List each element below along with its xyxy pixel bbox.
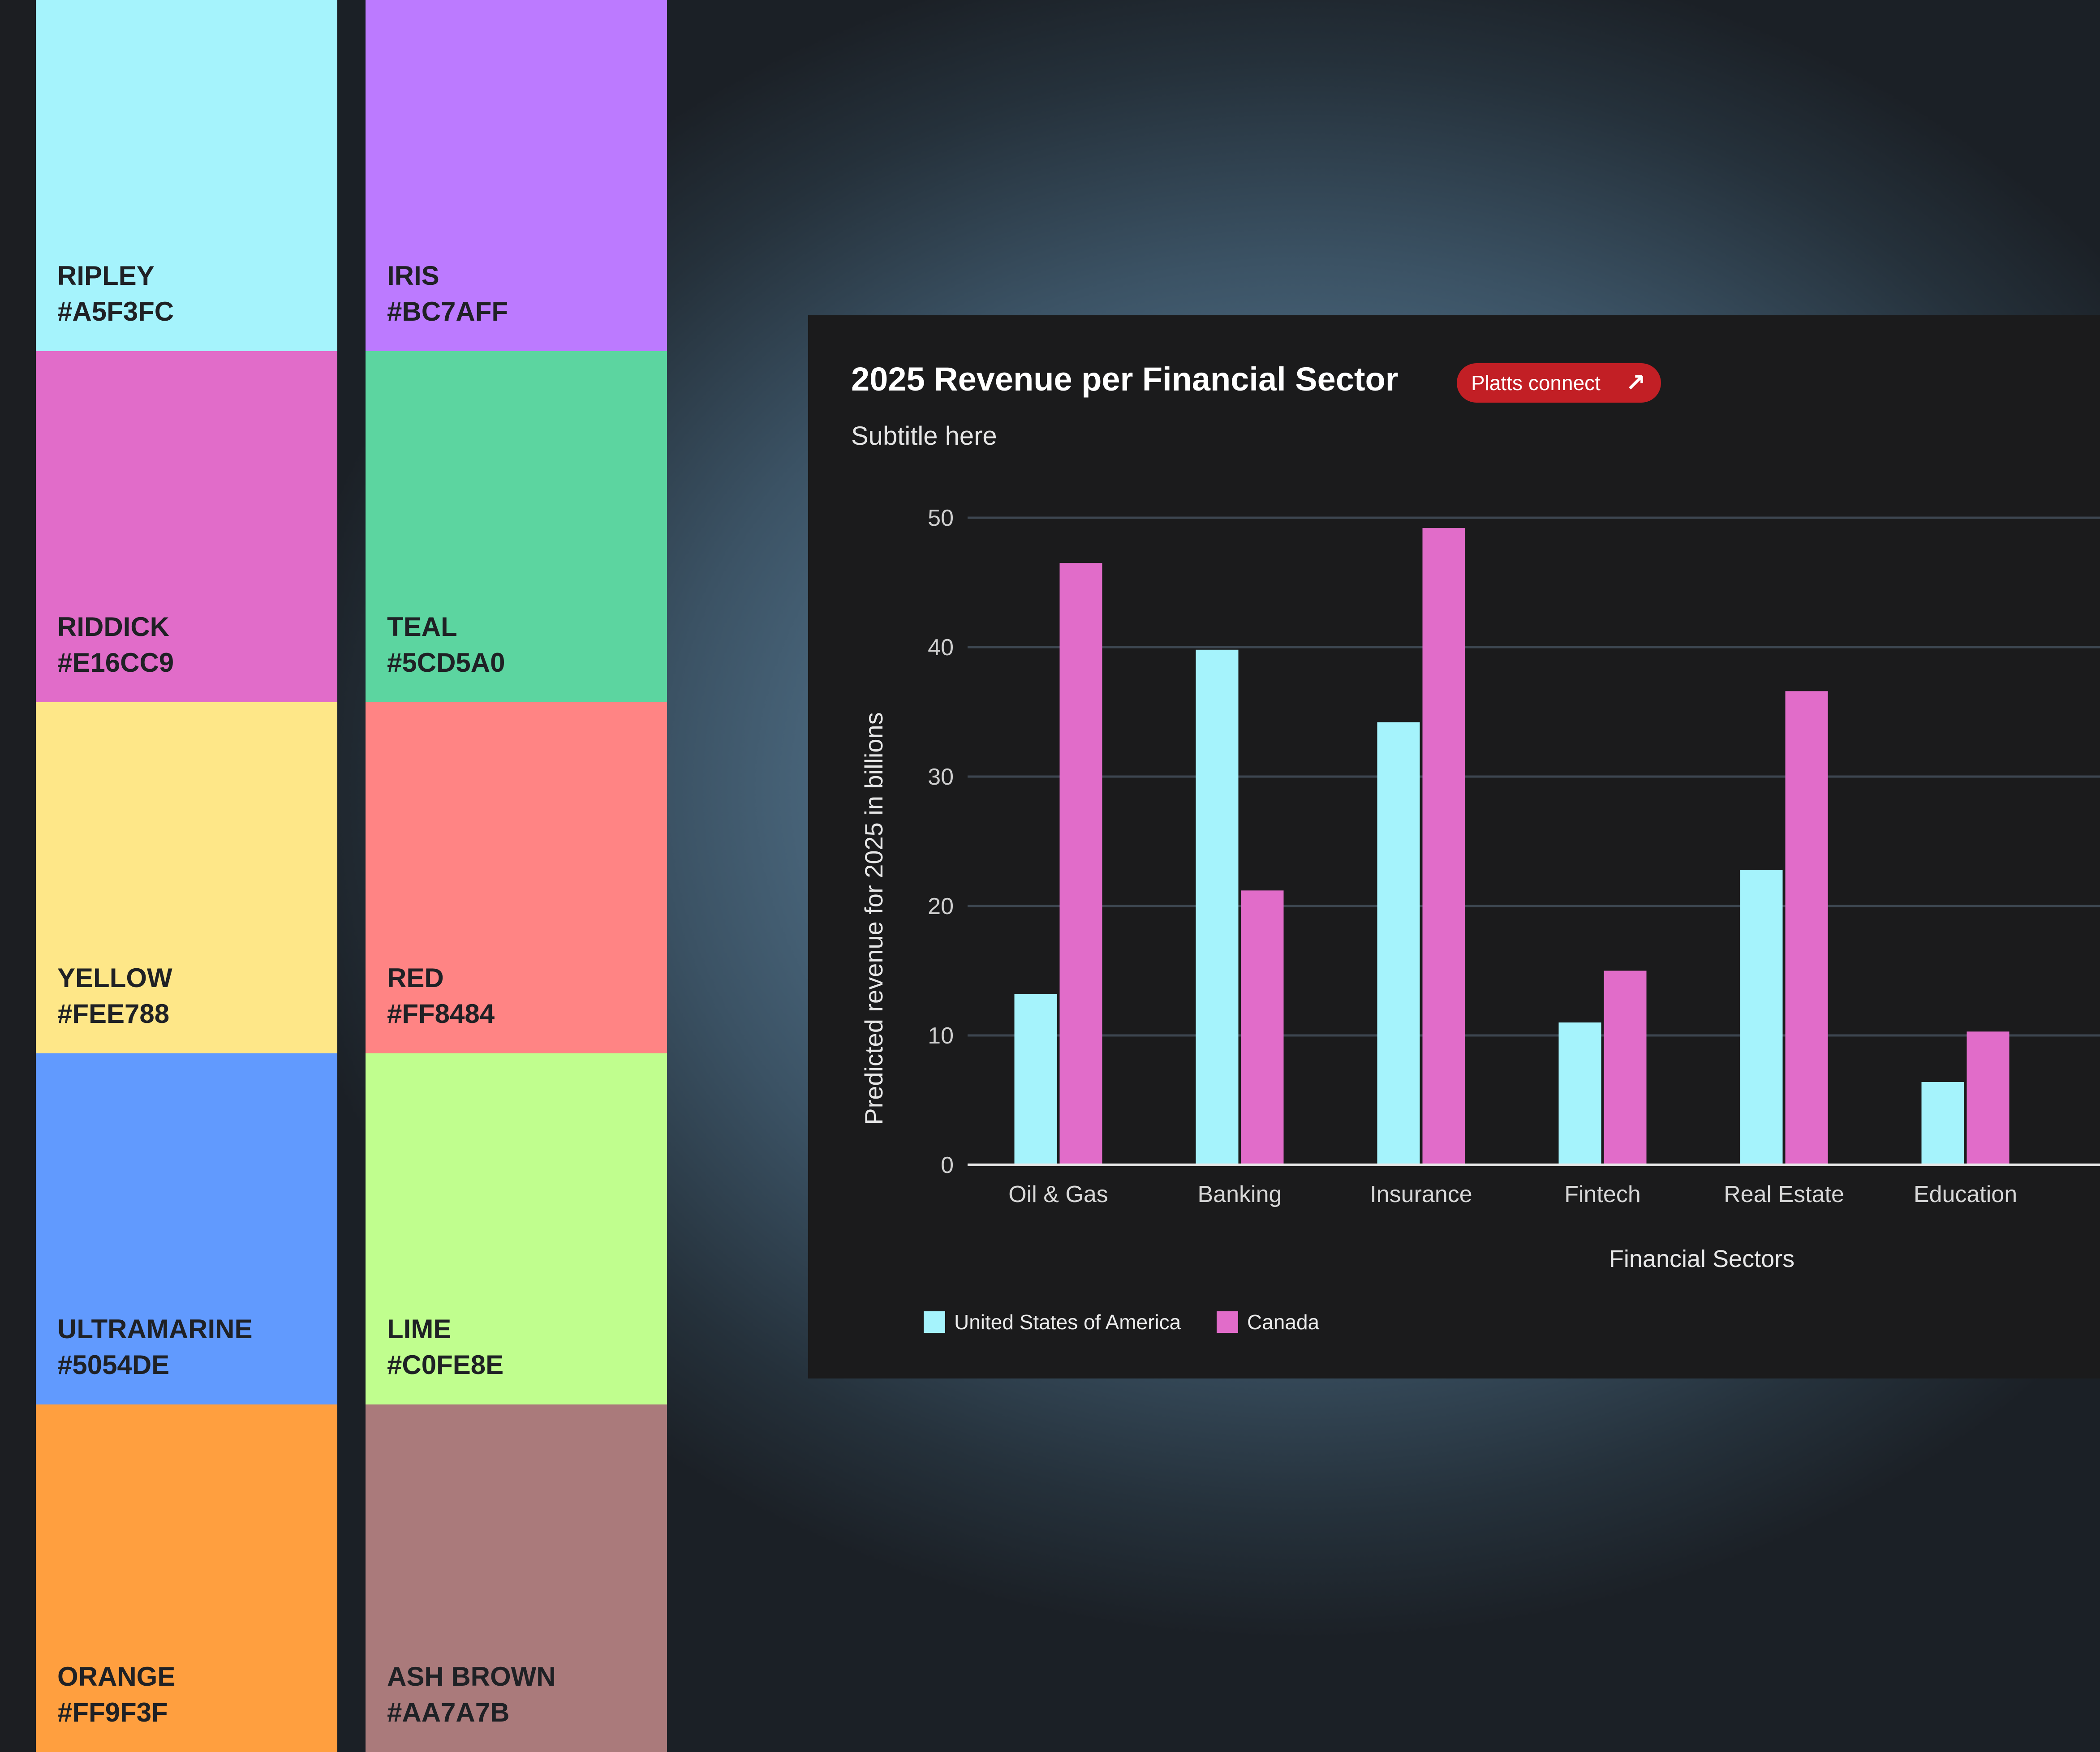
platts-connect-button[interactable]: Platts connect ↗ — [1457, 363, 1661, 403]
x-tick-label: Fintech — [1564, 1181, 1641, 1207]
swatch-hex: #A5F3FC — [57, 296, 174, 326]
platts-connect-label: Platts connect — [1471, 371, 1601, 395]
x-tick-label: Real Estate — [1724, 1181, 1844, 1207]
swatch-name: RIDDICK — [57, 612, 169, 642]
bar-usa-banking — [1196, 649, 1239, 1165]
y-tick-label: 50 — [928, 505, 954, 531]
swatch-ripley: RIPLEY #A5F3FC — [36, 0, 337, 351]
swatch-name: ULTRAMARINE — [57, 1314, 253, 1344]
y-tick-label: 0 — [941, 1152, 954, 1178]
x-axis-title: Financial Sectors — [1609, 1245, 1794, 1272]
swatch-iris: IRIS #BC7AFF — [366, 0, 667, 351]
external-link-arrow-icon: ↗ — [1625, 369, 1646, 396]
bar-usa-fintech — [1558, 1022, 1601, 1165]
bar-canada-fintech — [1604, 970, 1647, 1165]
y-tick-label: 20 — [928, 893, 954, 919]
x-tick-label: Banking — [1198, 1181, 1282, 1207]
swatch-ultramarine: ULTRAMARINE #5054DE — [36, 1053, 337, 1404]
swatch-label: RED #FF8484 — [387, 960, 495, 1032]
swatch-name: ASH BROWN — [387, 1662, 556, 1692]
bar-canada-education — [1967, 1031, 2010, 1165]
swatch-hex: #BC7AFF — [387, 296, 508, 326]
legend-label-canada: Canada — [1247, 1310, 1320, 1334]
chart-card: 2025 Revenue per Financial Sector Platts… — [808, 315, 2100, 1378]
bar-usa-real-estate — [1740, 870, 1783, 1165]
bar-canada-oil-gas — [1059, 563, 1102, 1165]
legend-item-usa: United States of America — [924, 1310, 1181, 1334]
bar-usa-oil-gas — [1014, 994, 1057, 1165]
swatch-hex: #AA7A7B — [387, 1697, 510, 1727]
swatch-name: IRIS — [387, 261, 439, 291]
swatch-lime: LIME #C0FE8E — [366, 1053, 667, 1404]
palette-column-right: IRIS #BC7AFF TEAL #5CD5A0 RED #FF8484 LIME #C0F… — [366, 0, 667, 1752]
swatch-orange: ORANGE #FF9F3F — [36, 1404, 337, 1752]
legend-item-canada: Canada — [1217, 1310, 1320, 1334]
legend-swatch-usa — [924, 1311, 945, 1333]
swatch-hex: #5CD5A0 — [387, 648, 505, 678]
bar-chart: 0 10 20 30 40 50 Oil & Gas Banking Insurance Fint… — [860, 505, 2100, 1272]
swatch-label: RIDDICK #E16CC9 — [57, 609, 174, 681]
swatch-name: TEAL — [387, 612, 457, 642]
swatch-hex: #FEE788 — [57, 999, 170, 1029]
swatch-label: IRIS #BC7AFF — [387, 258, 508, 330]
bar-canada-insurance — [1422, 528, 1465, 1165]
swatch-hex: #E16CC9 — [57, 648, 174, 678]
swatch-name: RIPLEY — [57, 261, 155, 291]
bar-canada-banking — [1241, 890, 1284, 1165]
x-tick-label: Education — [1914, 1181, 2017, 1207]
swatch-label: RIPLEY #A5F3FC — [57, 258, 174, 330]
swatch-riddick: RIDDICK #E16CC9 — [36, 351, 337, 702]
bar-usa-education — [1921, 1082, 1964, 1165]
swatch-label: ORANGE #FF9F3F — [57, 1659, 175, 1731]
y-tick-label: 30 — [928, 764, 954, 790]
swatch-label: LIME #C0FE8E — [387, 1311, 503, 1383]
legend-swatch-canada — [1217, 1311, 1238, 1333]
swatch-hex: #5054DE — [57, 1350, 170, 1380]
swatch-hex: #FF9F3F — [57, 1697, 168, 1727]
bar-canada-real-estate — [1785, 691, 1828, 1165]
bar-usa-insurance — [1377, 722, 1420, 1165]
y-tick-label: 40 — [928, 635, 954, 661]
left-edge-strip — [0, 0, 36, 1752]
swatch-name: ORANGE — [57, 1662, 176, 1692]
swatch-red: RED #FF8484 — [366, 702, 667, 1053]
chart-title: 2025 Revenue per Financial Sector — [851, 361, 1399, 398]
swatch-teal: TEAL #5CD5A0 — [366, 351, 667, 702]
swatch-yellow: YELLOW #FEE788 — [36, 702, 337, 1053]
swatch-hex: #C0FE8E — [387, 1350, 504, 1380]
chart-subtitle: Subtitle here — [851, 421, 997, 451]
swatch-name: YELLOW — [57, 963, 172, 993]
swatch-label: YELLOW #FEE788 — [57, 960, 172, 1032]
swatch-label: TEAL #5CD5A0 — [387, 609, 505, 681]
swatch-hex: #FF8484 — [387, 999, 495, 1029]
x-tick-label: Insurance — [1370, 1181, 1472, 1207]
swatch-name: RED — [387, 963, 444, 993]
x-tick-label: Oil & Gas — [1008, 1181, 1108, 1207]
swatch-name: LIME — [387, 1314, 452, 1344]
swatch-ash-brown: ASH BROWN #AA7A7B — [366, 1404, 667, 1752]
swatch-label: ASH BROWN #AA7A7B — [387, 1659, 556, 1731]
legend-label-usa: United States of America — [954, 1310, 1181, 1334]
y-axis-title: Predicted revenue for 2025 in billions — [860, 712, 888, 1125]
y-tick-label: 10 — [928, 1023, 954, 1049]
swatch-label: ULTRAMARINE #5054DE — [57, 1311, 253, 1383]
palette-column-left: RIPLEY #A5F3FC RIDDICK #E16CC9 YELLOW #FEE788… — [36, 0, 337, 1752]
